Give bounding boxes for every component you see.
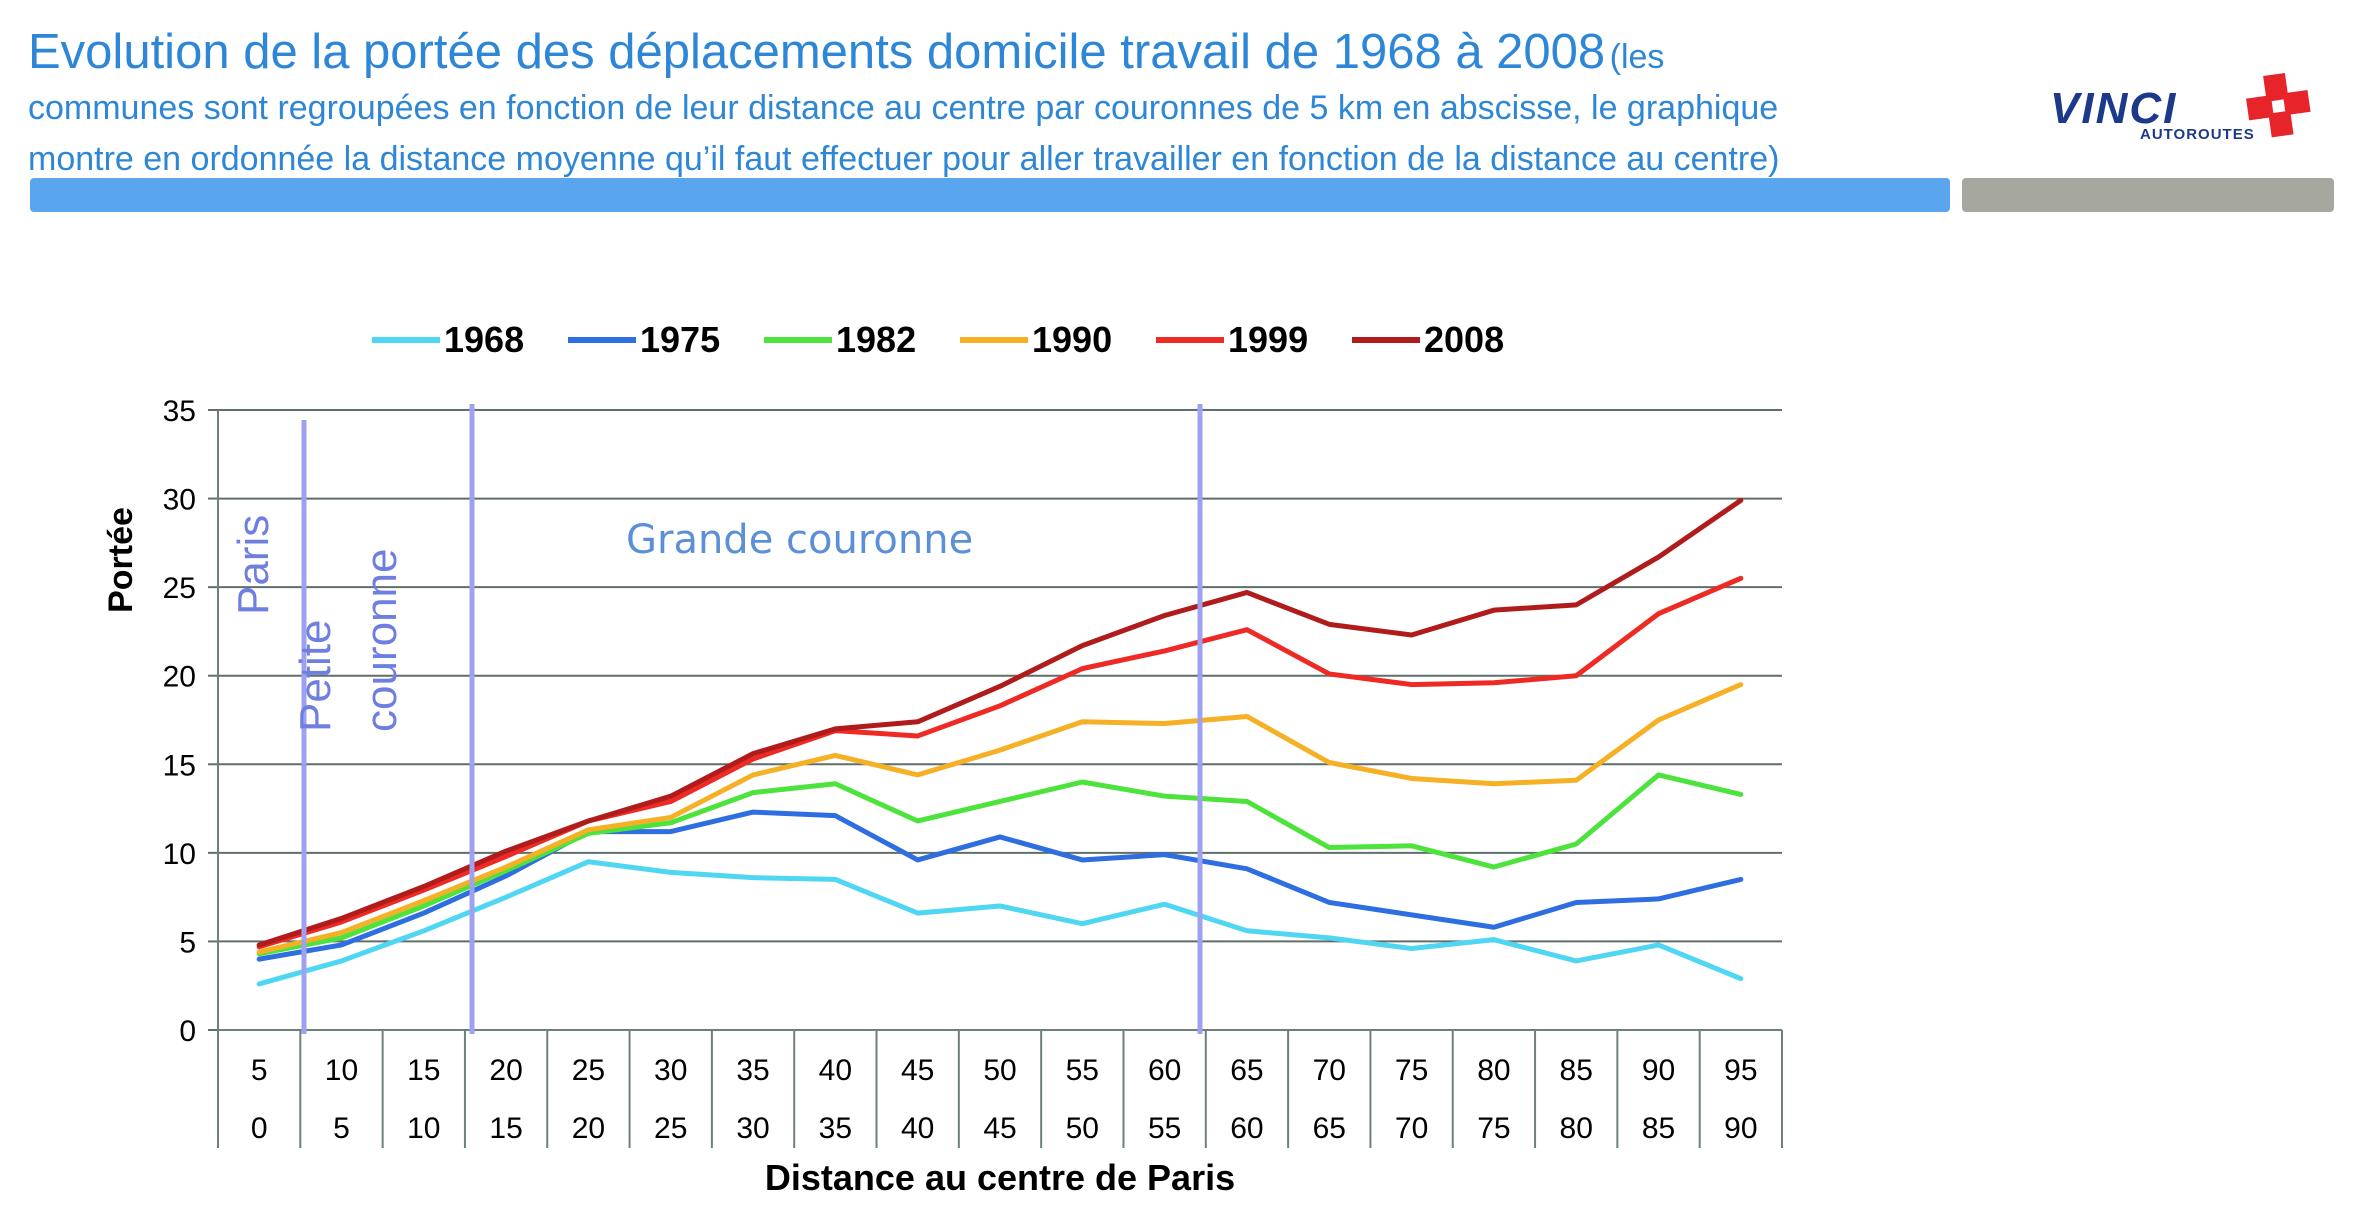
title-note-line3: montre en ordonnée la distance moyenne q… [28, 140, 1780, 178]
x-tick-label-top: 5 [251, 1054, 268, 1087]
zone-overlays: Paris Petite couronne Grande couronne [229, 404, 1203, 1034]
chart-legend: 1968 1975 1982 1990 1999 2008 [372, 319, 1504, 360]
x-tick-label-top: 40 [819, 1054, 852, 1087]
x-tick-label-top: 90 [1642, 1054, 1675, 1087]
gray-bar [1962, 178, 2334, 212]
legend-label-1982: 1982 [836, 319, 916, 360]
x-tick-label-bottom: 70 [1395, 1112, 1428, 1145]
legend-label-1999: 1999 [1228, 319, 1308, 360]
y-axis-label: Portée [102, 507, 140, 613]
x-tick-label-top: 30 [654, 1054, 687, 1087]
series-line-1982 [256, 772, 1744, 957]
chart-grid [208, 409, 1782, 1031]
x-tick-label-bottom: 60 [1230, 1112, 1263, 1145]
legend-label-1975: 1975 [640, 319, 720, 360]
x-tick-label-top: 80 [1477, 1054, 1510, 1087]
x-tick-label-top: 60 [1148, 1054, 1181, 1087]
series-line-1968 [256, 859, 1744, 987]
x-tick-label-bottom: 55 [1148, 1112, 1181, 1145]
x-tick-label-top: 55 [1066, 1054, 1099, 1087]
zone-label-grande-couronne: Grande couronne [626, 517, 973, 563]
legend-label-2008: 2008 [1424, 319, 1504, 360]
x-tick-label-bottom: 65 [1313, 1112, 1346, 1145]
zone-label-couronne: couronne [357, 549, 406, 732]
x-tick-label-top: 25 [572, 1054, 605, 1087]
x-tick-label-bottom: 35 [819, 1112, 852, 1145]
y-tick-label: 0 [179, 1015, 196, 1048]
x-tick-label-top: 95 [1724, 1054, 1757, 1087]
x-tick-label-top: 85 [1560, 1054, 1593, 1087]
zone-label-petite: Petite [291, 619, 340, 732]
y-tick-label: 20 [163, 661, 196, 694]
chart-title: Evolution de la portée des déplacements … [28, 25, 1606, 79]
x-tick-label-bottom: 80 [1560, 1112, 1593, 1145]
chart-series [256, 497, 1744, 987]
title-note-line2: communes sont regroupées en fonction de … [28, 89, 1779, 127]
x-tick-label-bottom: 50 [1066, 1112, 1099, 1145]
x-tick-label-top: 15 [407, 1054, 440, 1087]
x-tick-label-bottom: 75 [1477, 1112, 1510, 1145]
x-axis-label: Distance au centre de Paris [765, 1157, 1235, 1198]
page-title: Evolution de la portée des déplacements … [28, 28, 1948, 188]
y-tick-label: 25 [163, 572, 196, 605]
x-tick-label-top: 45 [901, 1054, 934, 1087]
logo-cross-icon [2246, 72, 2311, 138]
x-tick-label-top: 70 [1313, 1054, 1346, 1087]
x-axis: 5 10 15 20 25 30 35 40 45 50 55 60 65 70 75 80 85 90 95 0 5 1… [217, 1030, 1783, 1148]
logo-subtitle: AUTOROUTES [2140, 126, 2255, 143]
y-tick-label: 10 [163, 838, 196, 871]
x-tick-label-top: 50 [983, 1054, 1016, 1087]
x-tick-label-bottom: 90 [1724, 1112, 1757, 1145]
y-tick-label: 15 [163, 749, 196, 782]
x-tick-label-bottom: 30 [736, 1112, 769, 1145]
x-tick-label-bottom: 5 [333, 1112, 350, 1145]
x-tick-label-bottom: 10 [407, 1112, 440, 1145]
y-tick-label: 30 [163, 484, 196, 517]
y-tick-label: 5 [179, 926, 196, 959]
y-axis-ticks: 0 5 10 15 20 25 30 35 [163, 395, 196, 1048]
series-line-1975 [256, 809, 1744, 962]
x-tick-label-bottom: 45 [983, 1112, 1016, 1145]
x-tick-label-bottom: 15 [489, 1112, 522, 1145]
x-tick-label-top: 10 [325, 1054, 358, 1087]
y-tick-label: 35 [163, 395, 196, 428]
x-tick-label-bottom: 85 [1642, 1112, 1675, 1145]
series-line-1999 [256, 575, 1744, 950]
logo-wordmark: VINCI [2050, 84, 2178, 133]
x-tick-label-bottom: 0 [251, 1112, 268, 1145]
title-note: (les [1609, 38, 1665, 76]
x-tick-label-top: 35 [736, 1054, 769, 1087]
zone-label-paris: Paris [229, 515, 278, 615]
x-tick-label-top: 65 [1230, 1054, 1263, 1087]
line-chart: 1968 1975 1982 1990 1999 2008 05101520253035 … [102, 319, 1783, 1198]
x-tick-label-bottom: 20 [572, 1112, 605, 1145]
x-tick-label-top: 75 [1395, 1054, 1428, 1087]
legend-label-1968: 1968 [444, 319, 524, 360]
x-tick-label-bottom: 40 [901, 1112, 934, 1145]
series-line-1990 [256, 682, 1744, 955]
x-tick-label-bottom: 25 [654, 1112, 687, 1145]
vinci-logo: VINCI AUTOROUTES [2050, 70, 2320, 150]
legend-label-1990: 1990 [1032, 319, 1112, 360]
x-tick-label-top: 20 [489, 1054, 522, 1087]
series-line-2008 [256, 497, 1744, 948]
accent-bar [30, 178, 1950, 212]
